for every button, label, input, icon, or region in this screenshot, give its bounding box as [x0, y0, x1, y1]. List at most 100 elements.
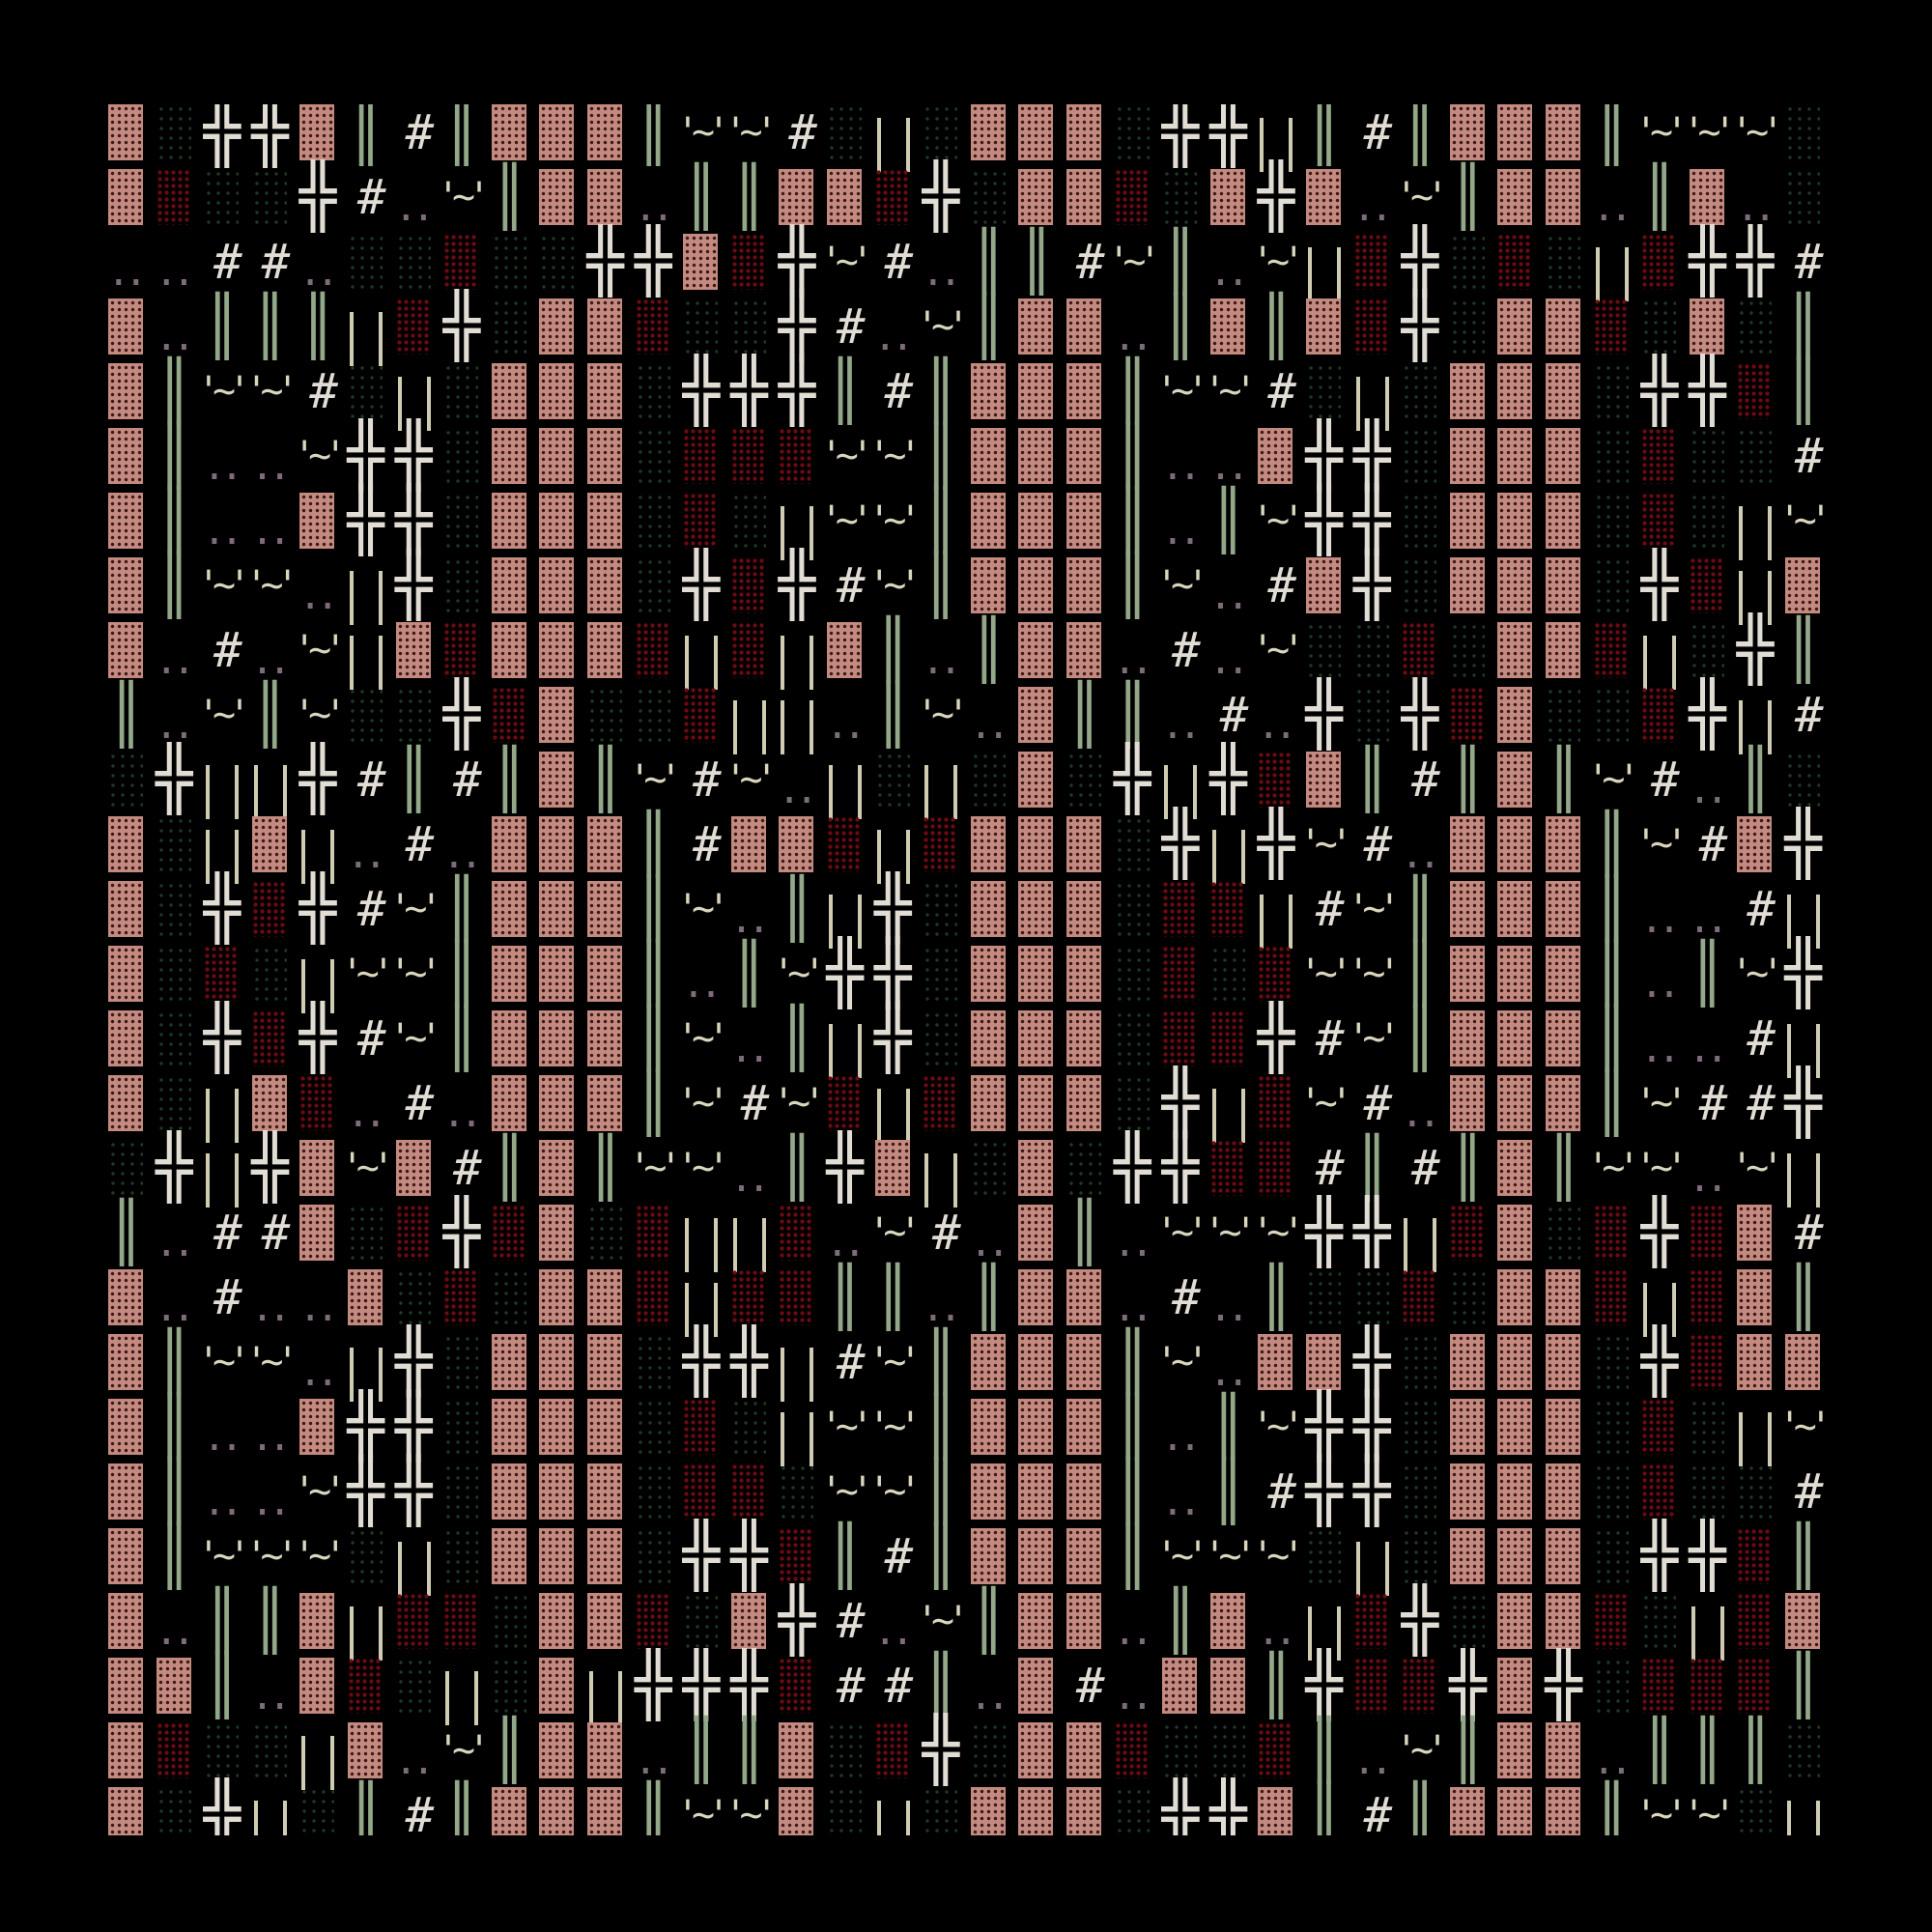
- green-dot-block: [348, 687, 396, 752]
- double-cross-glyph-text: ╬: [1640, 1197, 1679, 1268]
- pink-block-fill: [1162, 1658, 1198, 1714]
- green-dot-block-fill: [1066, 752, 1101, 808]
- dots-glyph-text: ..: [298, 250, 339, 295]
- red-dot-block: [1641, 1463, 1690, 1528]
- pink-block-fill: [491, 1010, 526, 1066]
- green-dot-block: [923, 1010, 971, 1075]
- tilde-glyph: '~': [1155, 557, 1210, 622]
- dots-glyph: ..: [730, 881, 780, 946]
- tilde-glyph-text: '~': [819, 1405, 874, 1449]
- dots-glyph: ..: [394, 169, 444, 234]
- pink-block-fill: [539, 1334, 575, 1390]
- hash-glyph-text: #: [1410, 1140, 1441, 1196]
- dots-glyph: ..: [155, 298, 205, 363]
- hash-glyph: #: [443, 1140, 492, 1205]
- pink-block-fill: [108, 1269, 143, 1325]
- double-cross-glyph-text: ╬: [1353, 1197, 1391, 1268]
- dots-glyph: ..: [1640, 946, 1690, 1010]
- double-cross-glyph-text: ╬: [1784, 809, 1823, 880]
- double-cross-glyph-text: ╬: [203, 104, 242, 168]
- hash-glyph-text: #: [740, 1075, 770, 1131]
- double-cross-glyph: ╬: [923, 1719, 971, 1787]
- pink-block: [587, 1334, 636, 1399]
- pink-block-fill: [683, 234, 719, 290]
- double-cross-glyph: ╬: [779, 360, 827, 428]
- tilde-glyph: '~': [293, 622, 348, 687]
- dots-glyph-text: ..: [825, 1221, 867, 1265]
- dots-glyph: ..: [251, 1463, 300, 1528]
- dots-glyph: ..: [1161, 428, 1210, 493]
- pink-block-fill: [587, 298, 622, 355]
- dots-glyph-text: ..: [1113, 639, 1153, 683]
- green-dot-block: [251, 169, 300, 234]
- double-cross-glyph: ╬: [443, 1202, 492, 1269]
- green-dot-block: [491, 234, 540, 298]
- double-cross-glyph: ╬: [683, 1655, 731, 1722]
- hash-glyph-text: #: [1075, 234, 1105, 290]
- hash-glyph-text: #: [405, 1787, 435, 1835]
- dots-glyph-text: ..: [1208, 1350, 1250, 1395]
- pink-block: [539, 363, 587, 428]
- pink-block: [1785, 557, 1833, 622]
- pink-block-fill: [539, 1140, 575, 1196]
- tilde-glyph-text: '~': [244, 563, 298, 608]
- double-cross-glyph-text: ╬: [922, 161, 960, 233]
- pink-block: [491, 1528, 540, 1593]
- hash-glyph: #: [1210, 687, 1259, 752]
- red-dot-block-fill: [683, 687, 719, 743]
- pink-block-fill: [1018, 1593, 1054, 1649]
- red-dot-block-fill: [1641, 1658, 1677, 1714]
- green-dot-block-fill: [1641, 1593, 1677, 1649]
- double-cross-glyph: ╬: [395, 425, 444, 493]
- pink-block-fill: [251, 1075, 287, 1131]
- pink-block: [395, 1140, 444, 1205]
- red-dot-block-fill: [635, 1593, 670, 1649]
- green-dot-block-fill: [923, 946, 958, 1002]
- double-bar-glyph-text: ║: [1785, 1522, 1821, 1590]
- hash-glyph-text: #: [692, 752, 723, 808]
- hash-glyph: #: [443, 752, 492, 816]
- pink-block: [1497, 1658, 1546, 1722]
- tilde-glyph-text: '~': [1203, 1534, 1257, 1578]
- double-cross-glyph-text: ╬: [347, 420, 385, 492]
- double-cross-glyph-text: ╬: [1353, 1326, 1391, 1398]
- tilde-glyph-text: '~': [675, 887, 730, 931]
- tall-bars-shape: [350, 1348, 383, 1402]
- tilde-glyph: '~': [820, 1463, 875, 1528]
- dots-glyph: ..: [1209, 1334, 1259, 1399]
- pink-block-fill: [1497, 104, 1533, 160]
- pink-block-fill: [1018, 493, 1054, 549]
- pink-block: [491, 557, 540, 622]
- pink-block-fill: [1546, 1722, 1580, 1778]
- dots-glyph-text: ..: [969, 1221, 1010, 1265]
- hash-glyph: #: [1162, 622, 1210, 687]
- tilde-glyph-text: '~': [1154, 563, 1209, 608]
- dots-glyph: ..: [1352, 1722, 1403, 1787]
- double-bar-glyph-text: ║: [443, 875, 480, 943]
- green-dot-block: [1353, 1269, 1403, 1334]
- double-bar-glyph-text: ║: [971, 293, 1007, 360]
- double-cross-glyph-text: ╬: [1161, 1067, 1200, 1139]
- tilde-glyph: '~': [197, 1528, 252, 1593]
- red-dot-block: [1641, 687, 1690, 752]
- red-dot-block: [730, 234, 780, 298]
- dots-glyph: ..: [298, 557, 348, 622]
- green-dot-block-fill: [635, 1463, 670, 1520]
- double-cross-glyph-text: ╬: [1161, 1132, 1200, 1204]
- double-bar-glyph: ║: [156, 1463, 205, 1528]
- double-bar-glyph-text: ║: [1115, 357, 1151, 425]
- double-bar-glyph: ║: [1594, 1074, 1642, 1140]
- green-dot-block: [779, 1463, 827, 1528]
- pink-block-fill: [1018, 298, 1054, 355]
- dots-glyph-text: ..: [394, 185, 435, 230]
- double-bar-glyph-text: ║: [1594, 810, 1630, 878]
- pink-block-fill: [587, 1463, 622, 1520]
- hash-glyph-text: #: [356, 1010, 386, 1066]
- green-dot-block-fill: [443, 428, 479, 484]
- dots-glyph: ..: [1592, 169, 1642, 234]
- dots-glyph-text: ..: [1639, 1027, 1681, 1071]
- dots-glyph: ..: [1401, 816, 1450, 881]
- pink-block-fill: [1306, 1334, 1341, 1390]
- green-dot-block: [635, 687, 684, 752]
- double-bar-glyph-text: ║: [1785, 293, 1821, 360]
